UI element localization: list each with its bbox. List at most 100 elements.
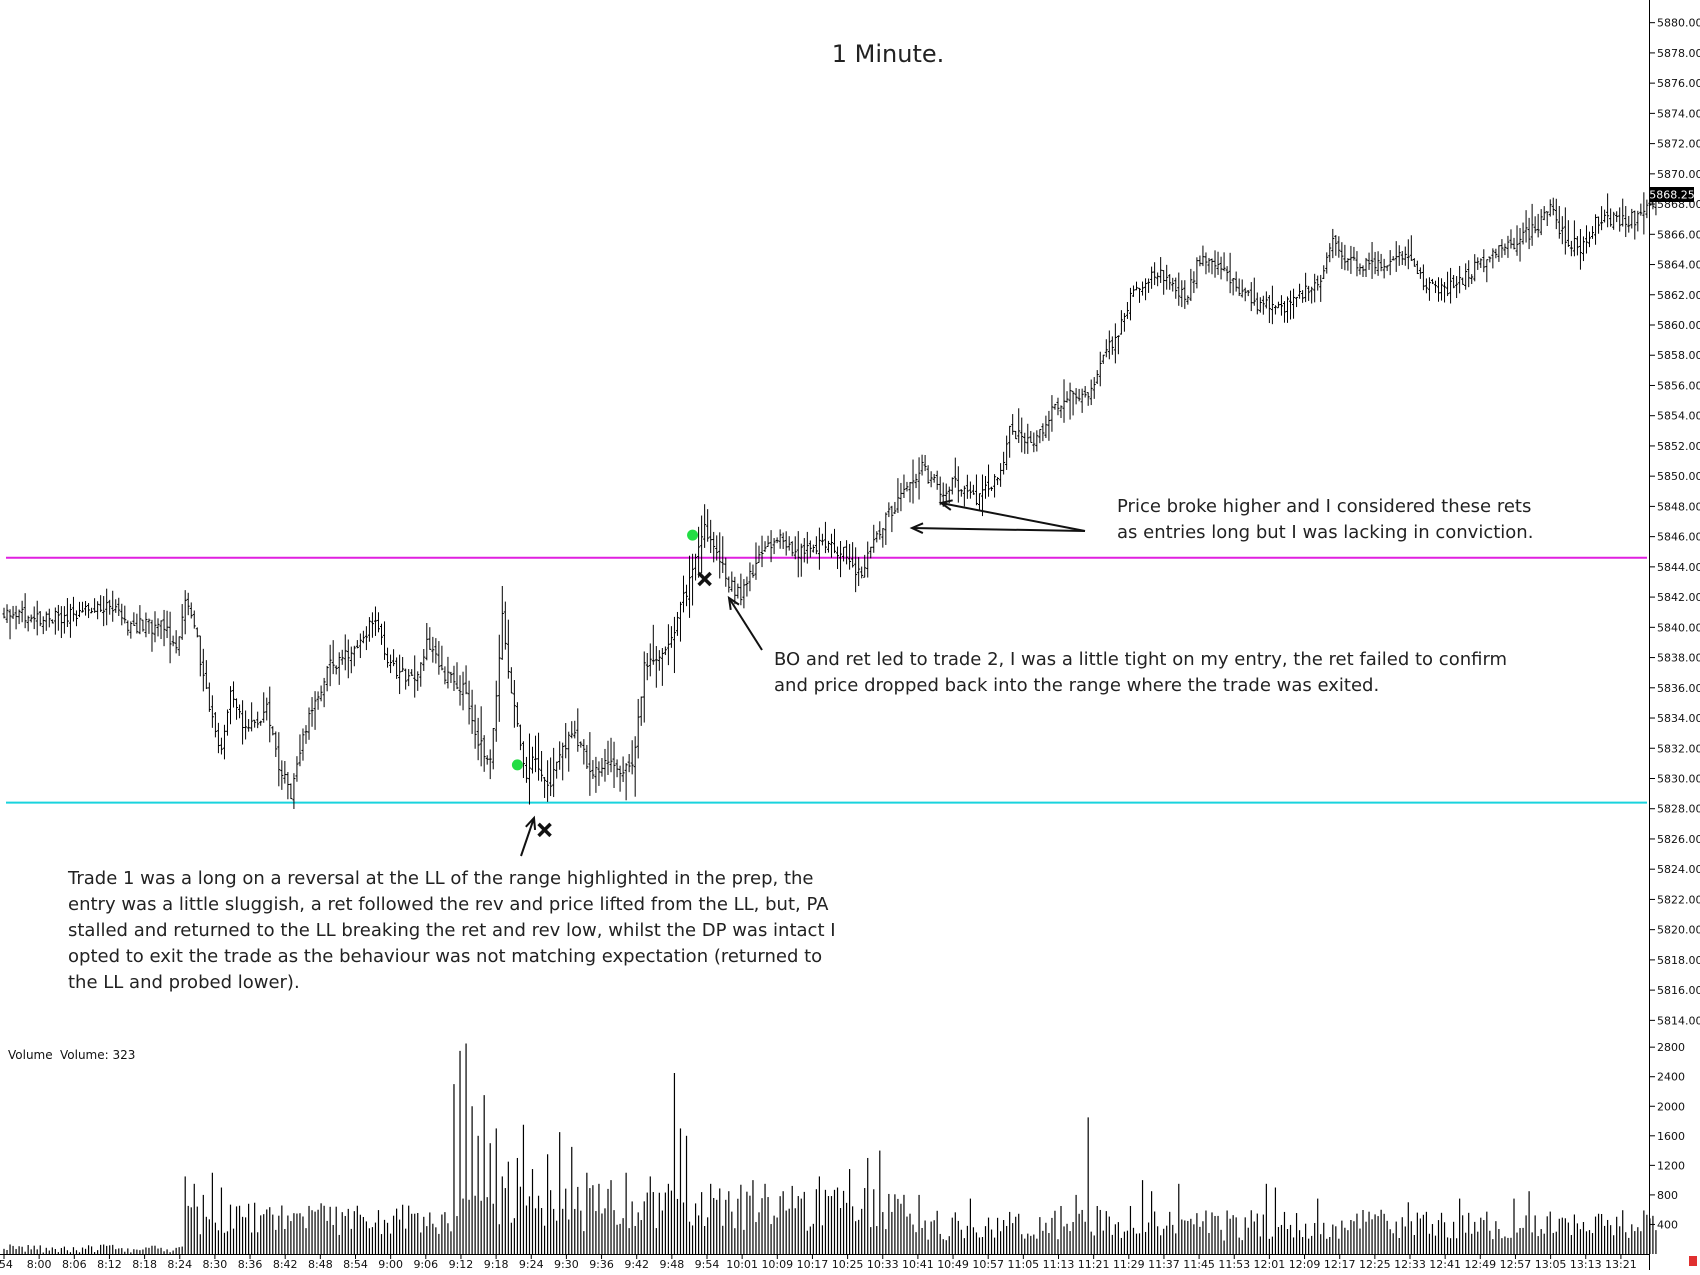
price-bar bbox=[642, 651, 646, 723]
price-bar bbox=[1645, 199, 1649, 219]
price-bar bbox=[1116, 335, 1120, 355]
price-bar bbox=[854, 547, 858, 593]
price-bar bbox=[274, 731, 278, 758]
price-bar bbox=[1174, 277, 1178, 299]
price-bar bbox=[189, 602, 193, 619]
price-bar bbox=[401, 656, 405, 672]
price-bar bbox=[950, 477, 954, 495]
price-bar bbox=[1119, 310, 1123, 335]
price-bar bbox=[669, 626, 673, 648]
price-bar bbox=[624, 763, 628, 801]
price-bar bbox=[660, 648, 664, 686]
price-bar bbox=[1566, 220, 1570, 247]
price-bar bbox=[1298, 283, 1302, 299]
time-tick-label: 12:25 bbox=[1359, 1258, 1391, 1270]
time-tick-label: 12:57 bbox=[1500, 1258, 1532, 1270]
arrow-head bbox=[938, 499, 953, 511]
price-bar bbox=[192, 610, 196, 629]
price-bar bbox=[971, 484, 975, 495]
price-bar bbox=[455, 662, 459, 690]
price-bar bbox=[1506, 235, 1510, 258]
price-bar bbox=[313, 691, 317, 730]
price-bar bbox=[123, 605, 127, 624]
price-bar bbox=[186, 592, 190, 616]
price-bar bbox=[1461, 277, 1465, 285]
price-bar bbox=[1382, 258, 1386, 279]
price-bar bbox=[428, 627, 432, 650]
price-bar bbox=[1195, 257, 1199, 289]
price-bar bbox=[1192, 271, 1196, 294]
price-bar bbox=[1581, 236, 1585, 262]
price-bar bbox=[591, 760, 595, 779]
price-bar bbox=[603, 748, 607, 782]
price-bar bbox=[280, 760, 284, 790]
price-bar bbox=[464, 665, 468, 695]
price-bar bbox=[165, 610, 169, 639]
price-bar bbox=[1150, 266, 1154, 289]
time-tick-label: 11:05 bbox=[1007, 1258, 1039, 1270]
price-bar bbox=[53, 607, 57, 635]
price-bar bbox=[923, 455, 927, 472]
price-bar bbox=[1406, 239, 1410, 270]
price-bar bbox=[718, 532, 722, 579]
price-bar bbox=[833, 528, 836, 554]
price-bar bbox=[81, 601, 85, 613]
annotation-trade-1: Trade 1 was a long on a reversal at the … bbox=[68, 868, 836, 993]
price-bar bbox=[241, 700, 245, 745]
price-bar bbox=[153, 611, 157, 643]
price-tick-label: 5822.00 bbox=[1657, 893, 1700, 906]
price-bar bbox=[71, 596, 75, 622]
price-bar bbox=[503, 601, 507, 650]
price-bar bbox=[1630, 208, 1634, 229]
price-bar bbox=[1319, 274, 1323, 302]
time-tick-label: 8:00 bbox=[27, 1258, 52, 1270]
price-bar bbox=[672, 616, 676, 674]
price-bar bbox=[968, 481, 972, 499]
price-bar bbox=[570, 721, 574, 739]
price-bar bbox=[319, 685, 323, 702]
price-bar bbox=[1023, 432, 1027, 454]
price-bar bbox=[256, 711, 260, 729]
price-bar bbox=[1177, 272, 1181, 306]
price-bar bbox=[1400, 250, 1404, 265]
price-tick-label: 5826.00 bbox=[1657, 833, 1700, 846]
price-bar bbox=[458, 675, 462, 706]
price-bar bbox=[1243, 287, 1247, 302]
price-bar bbox=[1551, 197, 1555, 216]
price-bar bbox=[1171, 277, 1175, 292]
price-tick-label: 5820.00 bbox=[1657, 924, 1700, 937]
price-bar bbox=[917, 457, 921, 500]
annotation-rets: Price broke higher and I considered thes… bbox=[1117, 496, 1534, 543]
price-bar bbox=[990, 486, 994, 491]
price-bar bbox=[11, 605, 15, 619]
price-bar bbox=[201, 648, 205, 692]
chart-title: 1 Minute. bbox=[832, 40, 945, 68]
price-bar bbox=[1080, 388, 1084, 413]
price-bar bbox=[84, 600, 88, 616]
price-bar bbox=[1279, 295, 1283, 316]
price-bar bbox=[700, 515, 704, 574]
price-bar bbox=[1491, 248, 1495, 269]
price-bar bbox=[920, 454, 924, 476]
price-bar bbox=[965, 474, 969, 499]
entry-marker bbox=[511, 759, 523, 771]
time-tick-label: 10:57 bbox=[972, 1258, 1004, 1270]
price-tick-label: 5878.00 bbox=[1657, 47, 1700, 60]
price-bar bbox=[14, 605, 18, 630]
arrow-ret-1 bbox=[938, 499, 1086, 532]
price-bar bbox=[355, 640, 359, 649]
price-bar bbox=[1455, 276, 1459, 299]
price-bar bbox=[1141, 281, 1145, 296]
price-ticks: 5814.00 5816.00 5818.00 5820.00 5822.00 5824.… bbox=[1650, 17, 1700, 1027]
price-bar bbox=[219, 737, 223, 755]
price-bar bbox=[594, 756, 598, 793]
price-bar bbox=[29, 614, 33, 623]
price-bar bbox=[1104, 339, 1108, 358]
price-bar bbox=[1427, 277, 1431, 301]
price-bar bbox=[884, 512, 888, 545]
price-bar bbox=[1101, 354, 1105, 364]
price-bar bbox=[1621, 198, 1625, 227]
price-bar bbox=[1379, 253, 1383, 272]
time-tick-label: 9:42 bbox=[624, 1258, 649, 1270]
